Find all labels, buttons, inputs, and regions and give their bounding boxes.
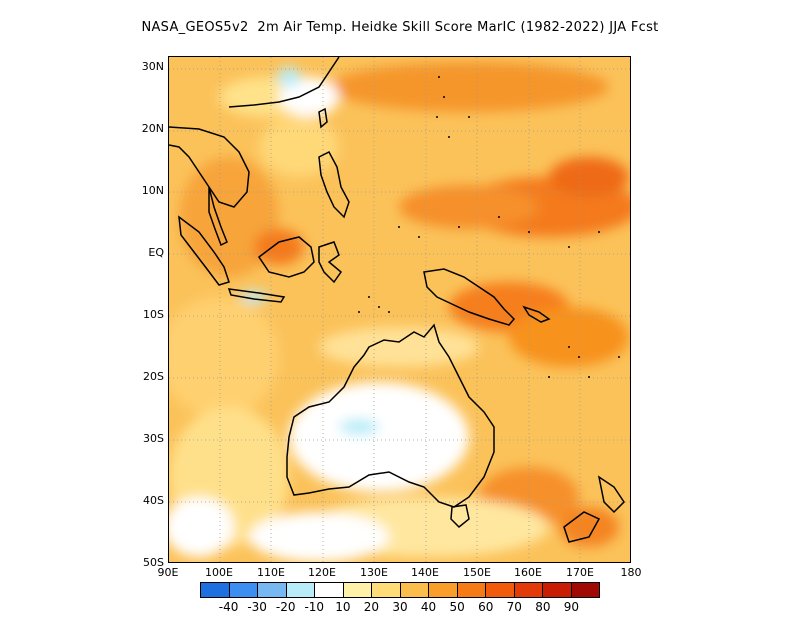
colorbar-label: -30 bbox=[247, 600, 267, 614]
colorbar-label: -10 bbox=[304, 600, 325, 614]
colorbar-label: -20 bbox=[275, 600, 296, 614]
lat-tick-label: 20S bbox=[143, 370, 164, 383]
map-title: NASA_GEOS5v2 2m Air Temp. Heidke Skill S… bbox=[141, 20, 659, 35]
new-zealand-south-coast bbox=[563, 511, 601, 543]
malay-peninsula-coast bbox=[208, 186, 228, 247]
colorbar-swatch bbox=[315, 583, 344, 597]
tasmania-coast bbox=[450, 504, 470, 529]
colorbar-label: 40 bbox=[420, 600, 437, 614]
colorbar-label: 10 bbox=[335, 600, 351, 614]
colorbar-swatch bbox=[486, 583, 515, 597]
new-guinea-coast bbox=[423, 268, 516, 326]
colorbar-label: 70 bbox=[506, 600, 522, 614]
colorbar-label: 60 bbox=[478, 600, 494, 614]
lon-tick-label: 130E bbox=[360, 566, 388, 579]
colorbar-swatch bbox=[286, 583, 315, 597]
colorbar-swatch bbox=[429, 583, 458, 597]
lat-tick-label: EQ bbox=[148, 246, 164, 259]
colorbar-swatch bbox=[571, 583, 599, 597]
lat-tick-label: 30N bbox=[141, 60, 164, 73]
gridlines bbox=[169, 57, 630, 562]
lon-tick-label: 170E bbox=[566, 566, 594, 579]
lat-tick-label: 10N bbox=[141, 184, 164, 197]
sumatra-coast bbox=[178, 215, 230, 286]
lon-tick-label: 150E bbox=[463, 566, 491, 579]
lon-tick-label: 140E bbox=[411, 566, 439, 579]
colorbar bbox=[200, 582, 600, 598]
colorbar-swatch bbox=[201, 583, 230, 597]
philippines-coast bbox=[318, 151, 350, 219]
colorbar-swatch bbox=[229, 583, 258, 597]
lon-tick-label: 90E bbox=[157, 566, 179, 579]
lat-tick-label: 20N bbox=[141, 122, 164, 135]
colorbar-swatch bbox=[343, 583, 372, 597]
colorbar-label: 80 bbox=[535, 600, 551, 614]
island-dots bbox=[358, 76, 620, 378]
colorbar-swatch bbox=[457, 583, 486, 597]
lon-tick-label: 110E bbox=[257, 566, 285, 579]
colorbar-swatch bbox=[514, 583, 543, 597]
coastlines bbox=[169, 57, 625, 543]
colorbar-label: 90 bbox=[563, 600, 580, 614]
colorbar-label: 30 bbox=[392, 600, 408, 614]
lat-tick-label: 40S bbox=[143, 494, 164, 507]
colorbar-swatch bbox=[400, 583, 429, 597]
skill-score-map bbox=[168, 56, 631, 563]
lon-tick-label: 160E bbox=[514, 566, 542, 579]
lon-tick-label: 180 bbox=[620, 566, 642, 579]
colorbar-label: 50 bbox=[449, 600, 465, 614]
lon-tick-label: 100E bbox=[205, 566, 233, 579]
taiwan-coast bbox=[318, 107, 328, 129]
china-coast bbox=[228, 57, 340, 108]
new-zealand-north-coast bbox=[597, 475, 625, 514]
colorbar-label: -40 bbox=[218, 600, 239, 614]
java-coast bbox=[227, 288, 286, 303]
lat-tick-label: 10S bbox=[143, 308, 164, 321]
indochina-coast bbox=[169, 126, 250, 208]
lon-tick-label: 120E bbox=[308, 566, 336, 579]
lat-tick-label: 30S bbox=[143, 432, 164, 445]
colorbar-swatch bbox=[258, 583, 287, 597]
colorbar-swatch bbox=[372, 583, 401, 597]
sulawesi-coast bbox=[318, 241, 343, 284]
lat-tick-label: 50S bbox=[143, 556, 164, 569]
map-canvas bbox=[169, 57, 630, 562]
colorbar-label: 20 bbox=[363, 600, 380, 614]
borneo-coast bbox=[257, 236, 315, 278]
australia-coast bbox=[286, 323, 495, 508]
colorbar-swatch bbox=[543, 583, 572, 597]
solomon-islands-coast bbox=[522, 305, 551, 323]
